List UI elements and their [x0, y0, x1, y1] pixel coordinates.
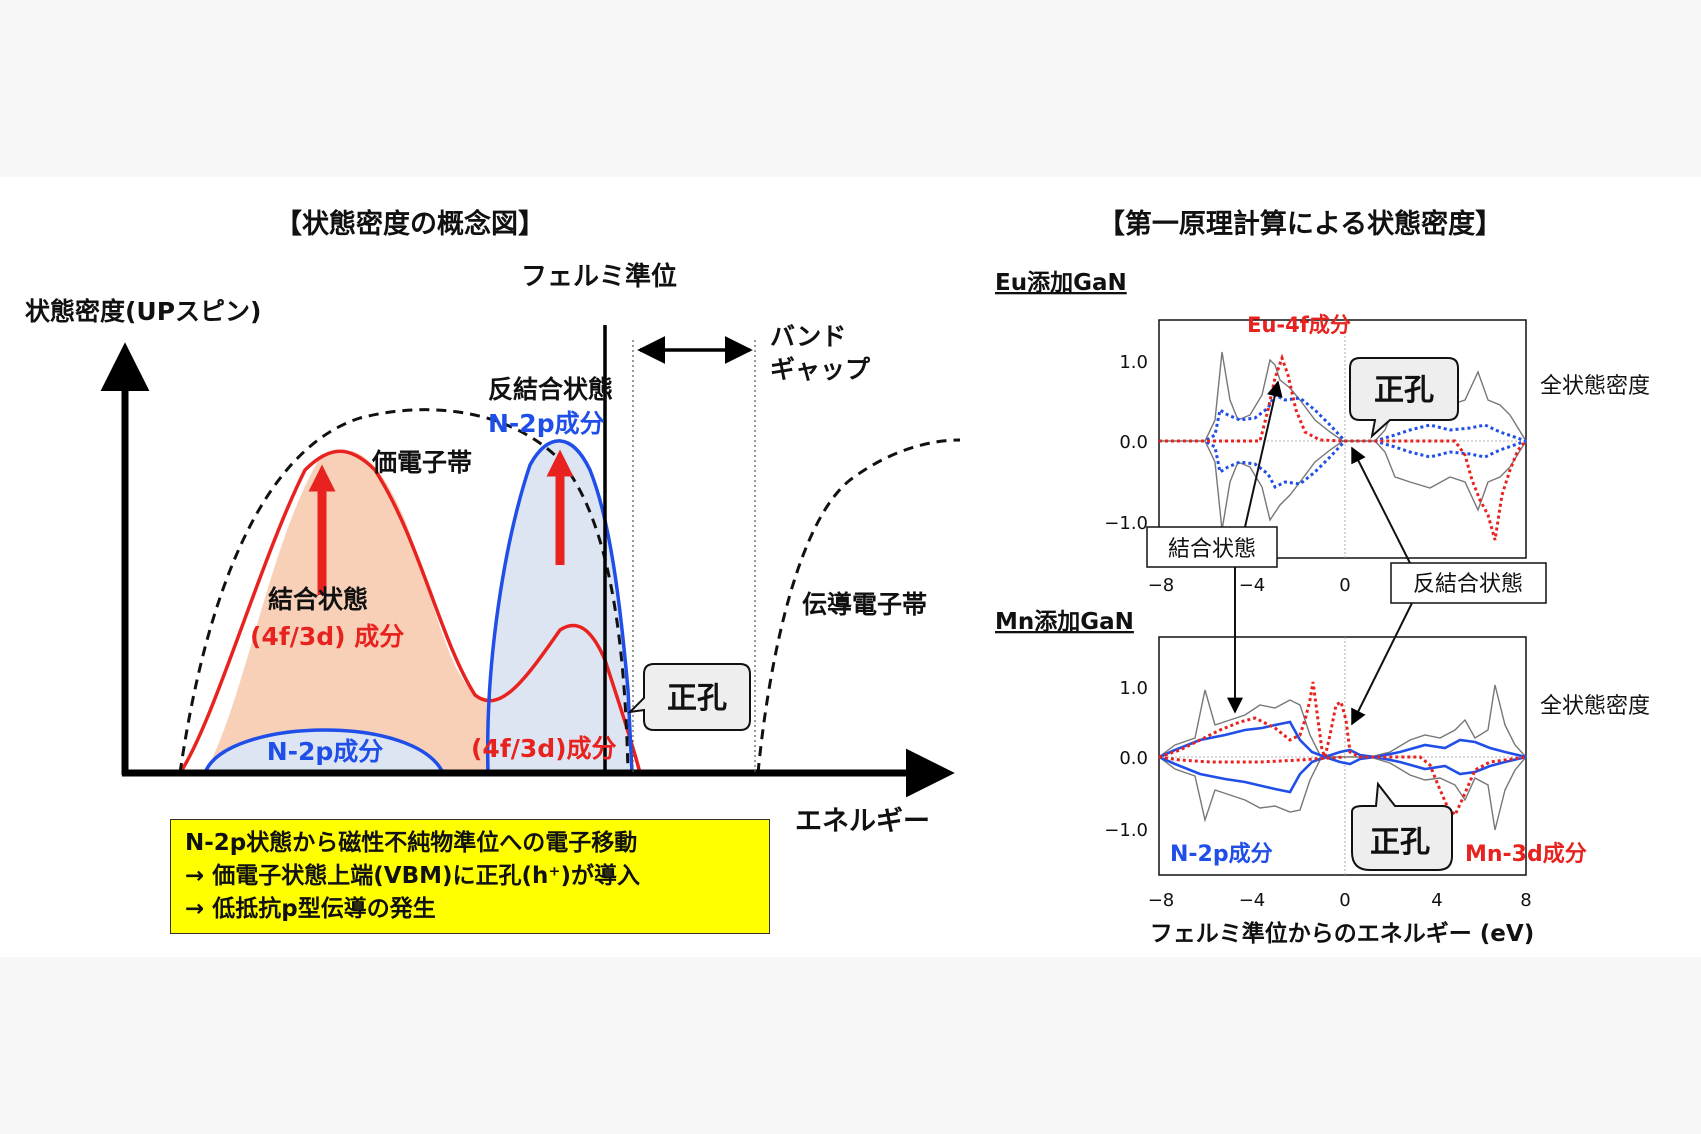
bonding-curve — [178, 449, 642, 774]
antibonding-pointer-up — [1351, 446, 1411, 564]
total-dos-label-1: 全状態密度 — [1540, 374, 1650, 399]
n2p-label: N-2p成分 — [267, 737, 384, 766]
valence-band-dashed — [178, 408, 630, 774]
hole-label-mn: 正孔 — [1370, 825, 1430, 860]
antibonding-pointer-down — [1351, 602, 1413, 726]
antibonding-curve — [485, 439, 634, 774]
eu-4f-label: Eu-4f成分 — [1247, 313, 1351, 337]
eu-plot-frame — [1158, 319, 1527, 559]
mn-xtick-8: 8 — [1520, 890, 1531, 911]
bonding-box-label: 結合状態 — [1168, 537, 1256, 562]
mn-n2p-label: N-2p成分 — [1170, 842, 1273, 867]
left-title: 【状態密度の概念図】 — [275, 208, 545, 240]
mn-xtick-m8: −8 — [1148, 890, 1175, 911]
hole-callout-eu — [1349, 357, 1459, 439]
note-line-3: → 低抵抗p型伝導の発生 — [185, 896, 436, 922]
hole-label-eu: 正孔 — [1374, 373, 1434, 408]
fd-component-label: (4f/3d)成分 — [471, 734, 617, 763]
conduction-band-dashed — [756, 438, 961, 774]
eu-ytick-1: 1.0 — [1119, 352, 1148, 373]
right-x-axis-label: フェルミ準位からのエネルギー (eV) — [1150, 920, 1534, 947]
mn-3d-label: Mn-3d成分 — [1465, 842, 1587, 867]
mn-n2p-dos — [1158, 720, 1527, 794]
hole-label-left: 正孔 — [667, 681, 727, 716]
mn-ytick-0: 0.0 — [1119, 748, 1148, 769]
bonding-box — [1146, 526, 1278, 568]
antibonding-box — [1390, 562, 1547, 604]
mn-ytick-m1: −1.0 — [1104, 820, 1148, 841]
eu-xtick-0: 0 — [1339, 575, 1350, 596]
n2p-antibonding-label: N-2p成分 — [488, 409, 605, 438]
eu-xtick-m4: −4 — [1239, 575, 1266, 596]
eu-xtick-m8: −8 — [1148, 575, 1175, 596]
bonding-component-label: (4f/3d) 成分 — [250, 622, 404, 651]
hole-callout-mn — [1351, 781, 1453, 871]
antibonding-box-label: 反結合状態 — [1413, 572, 1523, 597]
antibonding-label: 反結合状態 — [488, 375, 613, 404]
n2p-bottom-fill — [202, 728, 446, 775]
valence-band-label: 価電子帯 — [371, 448, 472, 477]
note-line-1: N-2p状態から磁性不純物準位への電子移動 — [185, 830, 638, 856]
total-dos-label-2: 全状態密度 — [1540, 694, 1650, 719]
explanation-note: N-2p状態から磁性不純物準位への電子移動 → 価電子状態上端(VBM)に正孔(… — [170, 819, 770, 934]
eu-n2p-dos — [1159, 393, 1527, 489]
eu-4f-dos — [1159, 353, 1528, 541]
mn-xtick-4: 4 — [1431, 890, 1442, 911]
right-title: 【第一原理計算による状態密度】 — [1098, 208, 1502, 240]
eu-ytick-0: 0.0 — [1119, 432, 1148, 453]
bonding-pointer-up — [1244, 380, 1283, 528]
note-line-2: → 価電子状態上端(VBM)に正孔(h⁺)が導入 — [185, 863, 641, 889]
hole-callout-left — [627, 663, 751, 731]
mn-plot-frame — [1158, 636, 1527, 876]
mn-total-dos — [1158, 684, 1527, 831]
mn-3d-dos — [1158, 681, 1527, 818]
band-gap-label-1: バンド — [770, 322, 846, 351]
conduction-band-label: 伝導電子帯 — [802, 590, 927, 619]
mn-xtick-m4: −4 — [1239, 890, 1266, 911]
eu-ytick-m1: −1.0 — [1104, 513, 1148, 534]
y-axis-label: 状態密度(UPスピン) — [25, 297, 261, 326]
x-axis-label: エネルギー — [795, 806, 930, 837]
eu-total-dos — [1159, 351, 1527, 531]
fermi-label: フェルミ準位 — [521, 261, 677, 292]
bonding-label: 結合状態 — [268, 585, 368, 614]
band-gap-label-2: ギャップ — [770, 355, 871, 384]
mn-xtick-0: 0 — [1339, 890, 1350, 911]
mn-panel-title: Mn添加GaN — [995, 609, 1134, 635]
eu-panel-title: Eu添加GaN — [995, 270, 1127, 296]
mn-ytick-1: 1.0 — [1119, 678, 1148, 699]
